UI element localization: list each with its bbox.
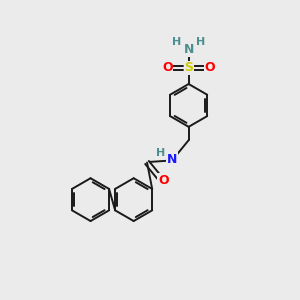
Text: N: N	[167, 153, 178, 166]
Text: N: N	[184, 43, 194, 56]
Text: S: S	[184, 61, 193, 74]
Text: H: H	[196, 38, 205, 47]
Text: O: O	[205, 61, 215, 74]
Text: O: O	[158, 174, 169, 187]
Text: H: H	[156, 148, 166, 158]
Text: H: H	[172, 38, 182, 47]
Text: O: O	[162, 61, 172, 74]
